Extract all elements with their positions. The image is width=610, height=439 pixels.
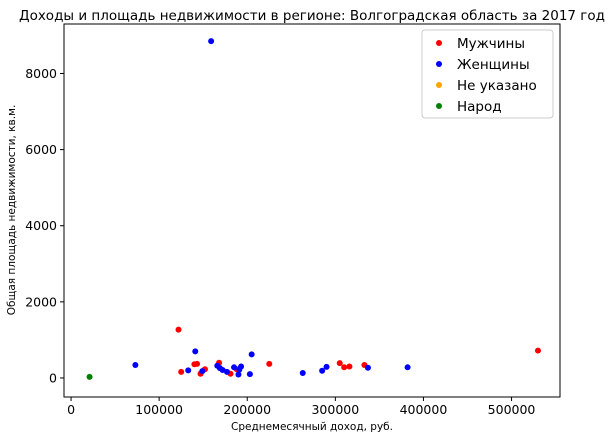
point-series-1-3	[199, 368, 206, 375]
x-tick-label: 100000	[135, 402, 183, 417]
y-tick-label: 2000	[25, 294, 57, 309]
y-axis-label: Общая площадь недвижимости, кв.м.	[6, 105, 18, 316]
plot-area	[86, 38, 541, 380]
x-tick-label: 500000	[488, 402, 536, 417]
point-series-1-15	[299, 370, 306, 377]
x-tick-label: 400000	[400, 402, 448, 417]
legend-marker-2	[436, 82, 442, 88]
point-series-1-1	[185, 367, 192, 374]
legend-marker-0	[436, 40, 442, 46]
point-series-1-16	[319, 367, 326, 374]
point-series-1-18	[364, 364, 371, 371]
y-tick-label: 4000	[25, 218, 57, 233]
point-series-1-10	[235, 371, 242, 378]
y-tick-label: 0	[49, 370, 57, 385]
legend: Мужчины Женщины Не указано Народ	[421, 29, 554, 119]
point-series-0-3	[194, 360, 201, 367]
x-axis: 0 100000 200000 300000 400000 500000	[67, 397, 535, 417]
x-tick-label: 200000	[223, 402, 271, 417]
legend-marker-1	[436, 61, 442, 67]
point-series-0-11	[341, 364, 348, 371]
legend-label-1: Женщины	[457, 57, 530, 73]
point-series-1-8	[223, 368, 230, 375]
point-series-1-9	[231, 364, 238, 371]
point-series-0-14	[534, 347, 541, 354]
y-axis: 0 2000 4000 6000 8000	[25, 66, 64, 385]
x-axis-label: Среднемесячный доход, руб.	[231, 421, 393, 433]
legend-frame	[421, 29, 554, 119]
chart-title: Доходы и площадь недвижимости в регионе:…	[19, 8, 605, 24]
point-series-1-0	[132, 362, 139, 369]
point-series-1-17	[323, 363, 330, 370]
x-tick-label: 300000	[311, 402, 359, 417]
x-tick-label: 0	[67, 402, 75, 417]
point-series-0-12	[346, 363, 353, 370]
legend-label-2: Не указано	[457, 78, 537, 94]
point-series-0-10	[336, 360, 343, 367]
legend-marker-3	[436, 103, 442, 109]
y-tick-label: 6000	[25, 142, 57, 157]
point-series-0-1	[178, 368, 185, 375]
y-tick-label: 8000	[25, 66, 57, 81]
point-series-1-19	[404, 364, 411, 371]
plot-frame	[63, 23, 561, 398]
point-series-0-9	[266, 360, 273, 367]
point-series-1-12	[238, 363, 245, 370]
point-series-1-4	[208, 38, 215, 45]
point-series-3-0	[86, 373, 93, 380]
legend-label-0: Мужчины	[457, 36, 525, 52]
point-series-1-13	[246, 371, 253, 378]
point-series-1-14	[248, 351, 255, 358]
point-series-1-2	[192, 348, 199, 355]
point-series-0-0	[175, 326, 182, 333]
legend-label-3: Народ	[457, 99, 502, 115]
